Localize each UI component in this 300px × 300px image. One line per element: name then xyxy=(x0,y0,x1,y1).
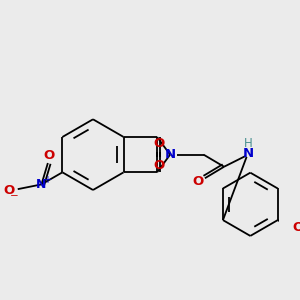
Text: O: O xyxy=(4,184,15,196)
Text: O: O xyxy=(153,137,164,150)
Text: O: O xyxy=(43,149,54,162)
Text: O: O xyxy=(193,176,204,188)
Text: −: − xyxy=(10,191,18,201)
Text: N: N xyxy=(36,178,46,191)
Text: O: O xyxy=(293,221,300,234)
Text: H: H xyxy=(244,137,253,150)
Text: N: N xyxy=(164,148,176,161)
Text: N: N xyxy=(243,147,254,160)
Text: O: O xyxy=(153,159,164,172)
Text: +: + xyxy=(43,175,51,185)
